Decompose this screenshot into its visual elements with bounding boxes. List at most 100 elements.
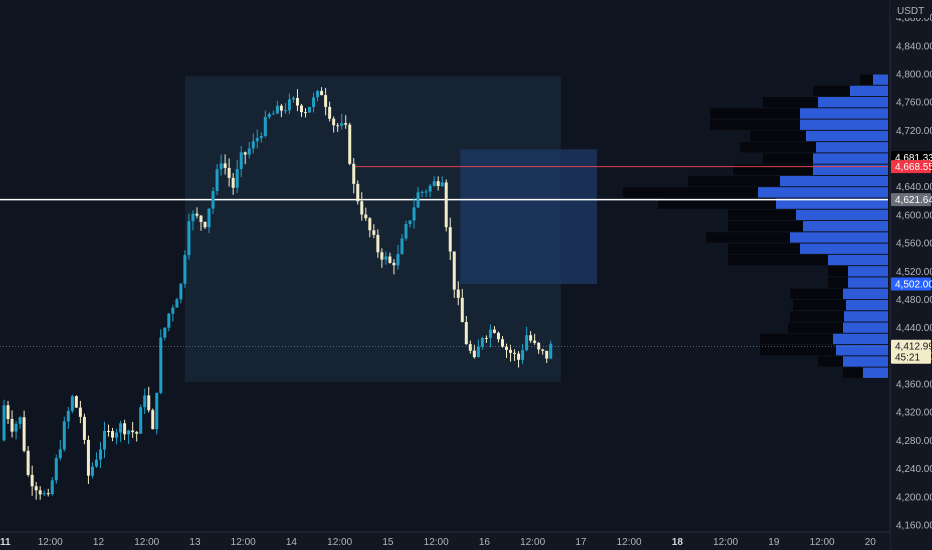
time-tick-label: 16: [479, 537, 491, 548]
time-tick-label: 12:00: [520, 537, 545, 548]
vp-bar-up: [813, 153, 888, 164]
candle-body: [26, 450, 30, 475]
candle-body: [2, 405, 6, 441]
vp-bar-up: [873, 74, 888, 85]
candle-body: [336, 125, 340, 127]
price-tick-label: 4,160.00: [896, 520, 932, 531]
vp-bar-down: [818, 356, 843, 367]
candle-body: [115, 432, 119, 438]
candle-body: [525, 335, 529, 351]
candle-body: [195, 213, 199, 216]
candle-body: [428, 185, 432, 192]
candle-body: [42, 493, 46, 495]
time-tick-label: 18: [672, 537, 684, 548]
candle-body: [456, 289, 460, 298]
price-tick-label: 4,320.00: [896, 408, 932, 419]
candle-body: [380, 252, 384, 260]
candle-body: [103, 430, 107, 450]
candle-body: [38, 490, 42, 495]
candle-body: [420, 191, 424, 193]
vp-bar-up: [776, 198, 888, 209]
vp-bar-down: [828, 277, 848, 288]
candle-body: [488, 329, 492, 338]
vp-bar-up: [850, 85, 888, 97]
vp-bar-up: [844, 311, 888, 322]
bar-countdown-label: 45:21: [895, 353, 920, 364]
candle-body: [82, 416, 86, 440]
candle-body: [316, 90, 320, 98]
time-tick-label: 12:00: [327, 537, 352, 548]
price-badge-label: 4,668.55: [895, 162, 932, 173]
candle-body: [360, 201, 364, 215]
candle-body: [22, 417, 26, 451]
vp-bar-up: [843, 288, 888, 299]
candle-body: [372, 230, 376, 235]
candle-body: [295, 97, 299, 106]
vp-bar-up: [836, 345, 888, 356]
candle-body: [163, 327, 167, 338]
vp-bar-down: [728, 243, 800, 254]
price-tick-label: 4,200.00: [896, 492, 932, 503]
vp-bar-down: [706, 232, 790, 243]
vp-bar-up: [780, 175, 888, 187]
vp-bar-down: [623, 187, 758, 198]
price-badge-grey: [891, 193, 931, 207]
price-tick-label: 4,360.00: [896, 380, 932, 391]
fvg-box: [460, 149, 597, 284]
candle-body: [155, 392, 159, 430]
price-axis-background: [890, 0, 932, 550]
candle-body: [545, 350, 549, 359]
candle-body: [529, 335, 533, 341]
candle-body: [368, 218, 372, 231]
candle-body: [541, 349, 545, 351]
candle-body: [464, 322, 468, 345]
candle-body: [251, 141, 255, 149]
candle-body: [283, 110, 287, 112]
vp-bar-down: [710, 108, 800, 119]
candle-body: [30, 474, 34, 487]
currency-selector[interactable]: USDT: [890, 2, 930, 18]
time-tick-label: 14: [286, 537, 298, 548]
candle-body: [139, 407, 143, 434]
time-tick-label: 15: [382, 537, 394, 548]
currency-label[interactable]: USDT: [897, 6, 924, 17]
candle-body: [484, 337, 488, 339]
vp-bar-up: [800, 108, 888, 119]
vp-bar-up: [806, 130, 888, 142]
candle-body: [147, 395, 151, 411]
candle-body: [513, 352, 517, 354]
vp-bar-down: [793, 299, 846, 311]
currency-label-box[interactable]: [890, 2, 930, 18]
candle-body: [90, 466, 94, 476]
candle-body: [86, 439, 90, 476]
candle-body: [452, 251, 456, 290]
candle-body: [199, 215, 203, 222]
candle-body: [448, 227, 452, 252]
candle-body: [243, 152, 247, 155]
price-tick-label: 4,720.00: [896, 126, 932, 137]
candle-body: [179, 283, 183, 300]
candle-body: [312, 97, 316, 107]
candle-body: [340, 123, 344, 126]
candle-body: [271, 113, 275, 115]
vp-bar-up: [800, 119, 888, 130]
candle-body: [34, 486, 38, 491]
price-badge-label: 4,412.99: [895, 342, 932, 353]
candle-body: [468, 344, 472, 351]
price-badge-label: 4,681.33: [895, 153, 932, 164]
candle-body: [320, 90, 324, 96]
candle-body: [219, 163, 223, 170]
vp-bar-up: [796, 209, 888, 221]
price-tick-label: 4,280.00: [896, 436, 932, 447]
vp-bar-down: [658, 198, 776, 209]
zones-layer: [184, 76, 597, 382]
vp-bar-up: [833, 333, 888, 345]
candle-body: [352, 163, 356, 184]
candle-body: [54, 458, 58, 481]
candle-body: [235, 168, 239, 188]
candle-body: [384, 256, 388, 260]
price-badge-label: 4,502.00: [895, 279, 932, 290]
candles-layer: [2, 87, 553, 500]
